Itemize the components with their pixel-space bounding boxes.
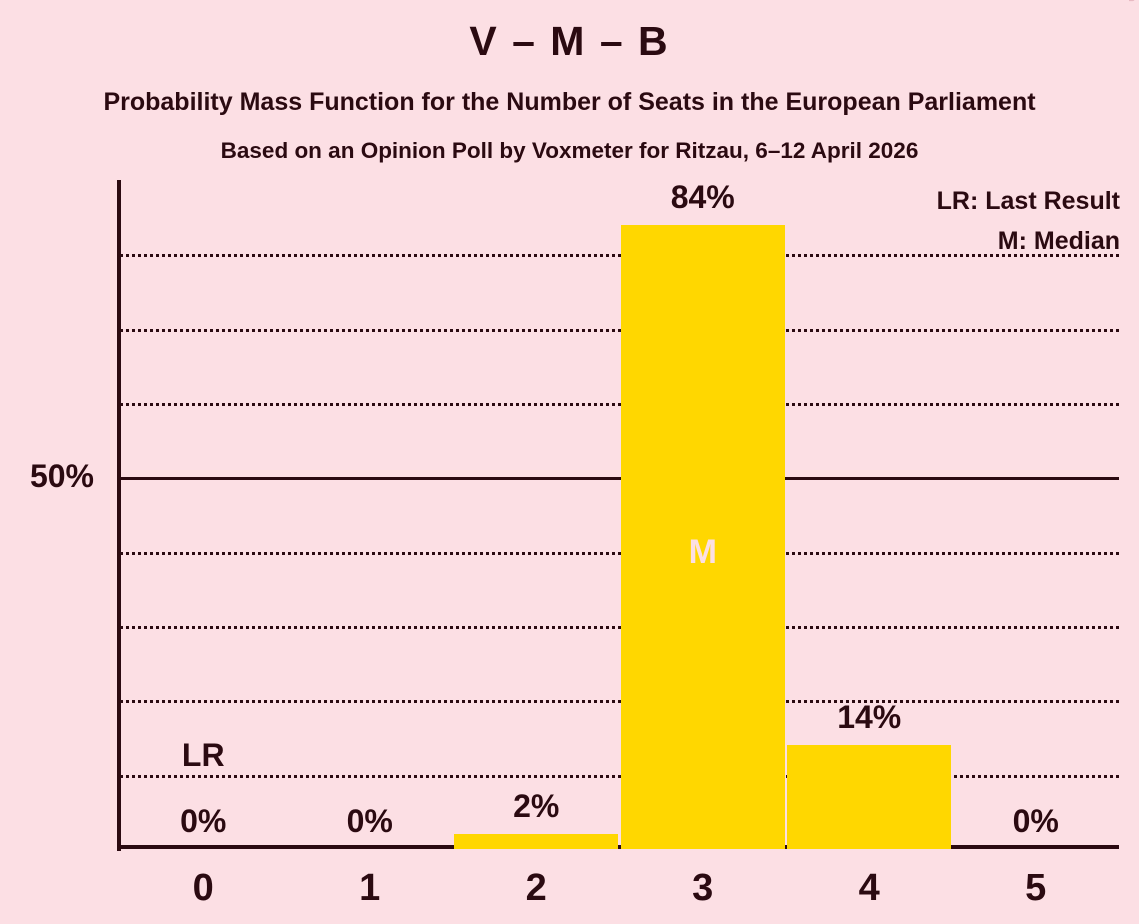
gridline-40 <box>120 551 1119 555</box>
gridline-80 <box>120 254 1119 258</box>
y-axis-line <box>117 180 121 851</box>
gridline-10 <box>120 774 1119 778</box>
gridline-70 <box>120 328 1119 332</box>
bar-4 <box>787 744 952 849</box>
x-tick-5: 5 <box>1025 867 1047 909</box>
bar-value-label-2: 2% <box>513 788 560 825</box>
bar-3 <box>620 224 785 849</box>
x-tick-4: 4 <box>858 867 880 909</box>
x-tick-0: 0 <box>192 867 214 909</box>
chart-header: V – M – B Probability Mass Function for … <box>0 0 1139 175</box>
median-marker: M <box>688 532 717 571</box>
gridline-20 <box>120 700 1119 704</box>
plot-area: 50% 0% LR 0% 2% 84% M 14% 0% <box>30 178 1119 849</box>
y-axis-tick-label: 50% <box>29 458 94 495</box>
gridline-60 <box>120 403 1119 406</box>
page-title: V – M – B <box>469 18 670 64</box>
x-tick-1: 1 <box>359 867 381 909</box>
chart-subtitle: Probability Mass Function for the Number… <box>103 88 1036 116</box>
bar-value-label-3: 84% <box>670 178 735 215</box>
bar-value-label-4: 14% <box>837 698 902 735</box>
bar-value-label-5: 0% <box>1012 803 1059 839</box>
chart-legend: LR: Last Result M: Median <box>937 181 1120 261</box>
bar-value-label-1: 0% <box>346 803 393 839</box>
gridline-30 <box>120 626 1119 629</box>
gridline-50 <box>120 477 1119 481</box>
bar-value-label-0: 0% <box>180 803 227 839</box>
chart-source-subtitle: Based on an Opinion Poll by Voxmeter for… <box>220 138 919 163</box>
legend-entry-median: M: Median <box>997 227 1120 255</box>
legend-entry-last-result: LR: Last Result <box>936 187 1120 215</box>
x-tick-3: 3 <box>692 867 714 909</box>
bar-2 <box>454 834 619 849</box>
x-tick-2: 2 <box>525 867 547 909</box>
last-result-marker: LR <box>181 736 225 773</box>
copyright-notice: © 2026 Filip van Laenen <box>1126 0 1137 2</box>
